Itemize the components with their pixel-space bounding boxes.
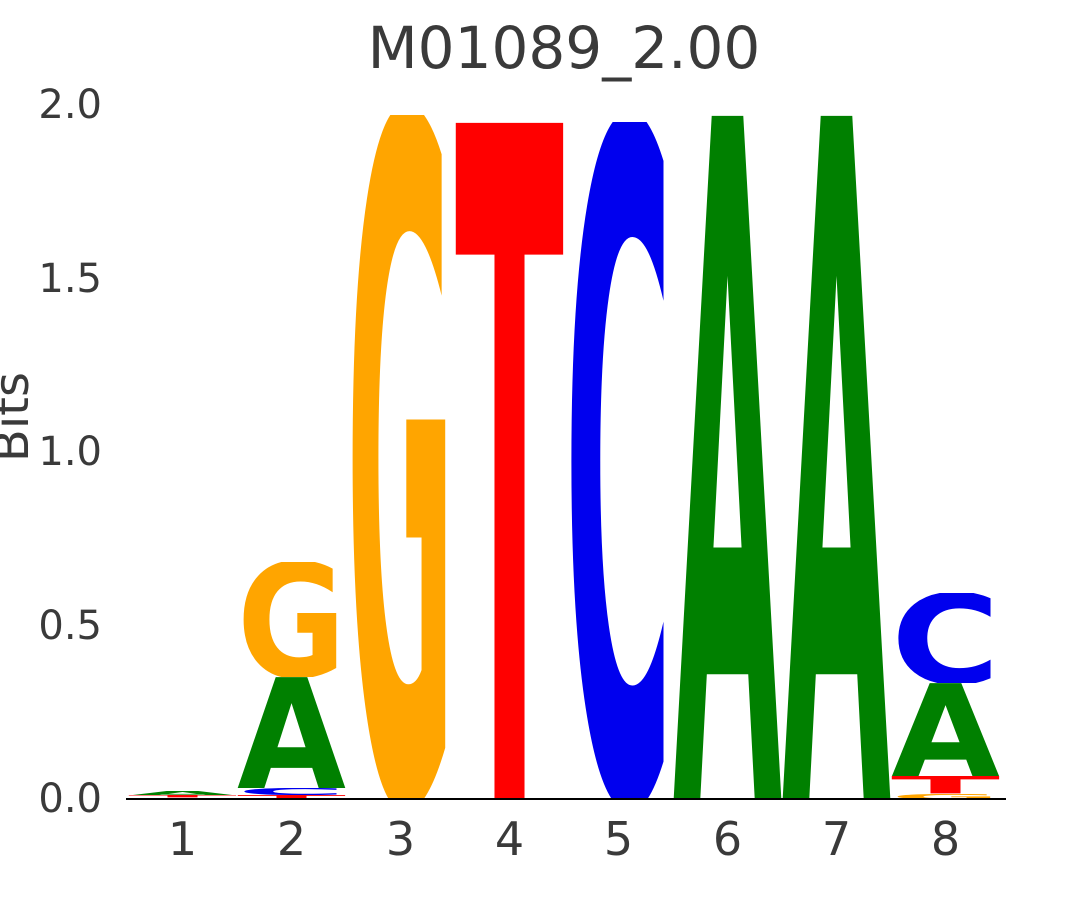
x-tick-label: 4	[494, 812, 525, 866]
x-tick-label: 5	[603, 812, 634, 866]
logo-letter-A: A	[237, 677, 346, 788]
logo-letter-G: G	[891, 794, 1000, 799]
x-tick-label: 6	[712, 812, 743, 866]
logo-letter-A: A	[891, 683, 1000, 777]
logo-letter-G: G	[346, 115, 455, 799]
logo-letter-G: G	[237, 562, 346, 677]
svg-text:T: T	[891, 776, 1000, 793]
x-tick-label: 1	[167, 812, 198, 866]
logo-letter-T: T	[455, 122, 564, 799]
svg-text:C: C	[237, 788, 346, 795]
svg-text:A: A	[891, 683, 1000, 777]
svg-text:A: A	[673, 115, 782, 799]
logo-letter-T: T	[237, 795, 346, 799]
x-tick-label: 8	[930, 812, 961, 866]
svg-text:A: A	[782, 115, 891, 799]
svg-text:T: T	[455, 122, 564, 799]
svg-text:G: G	[891, 794, 1000, 799]
svg-text:C: C	[891, 593, 1000, 683]
logo-letter-A: A	[128, 791, 237, 796]
logo-letter-A: A	[673, 115, 782, 799]
x-tick-label: 2	[276, 812, 307, 866]
logo-letter-C: C	[891, 593, 1000, 683]
y-tick-label: 1.5	[38, 255, 102, 302]
x-tick-label: 7	[821, 812, 852, 866]
chart-title: M01089_2.00	[367, 14, 761, 82]
svg-text:T: T	[237, 795, 346, 799]
svg-text:A: A	[128, 791, 237, 796]
svg-text:G: G	[346, 115, 455, 799]
svg-text:C: C	[564, 122, 673, 799]
svg-text:A: A	[237, 677, 346, 788]
y-tick-label: 2.0	[38, 82, 102, 128]
logo-letter-T: T	[128, 795, 237, 797]
y-tick-label: 1.0	[38, 429, 102, 475]
logo-letter-T: T	[891, 776, 1000, 793]
logo-letter-C: C	[564, 122, 673, 799]
y-tick-label: 0.5	[38, 602, 102, 649]
x-tick-label: 3	[385, 812, 416, 866]
y-tick-label: 0.0	[38, 776, 102, 822]
x-axis-line	[126, 798, 1006, 800]
logo-letter-A: A	[782, 115, 891, 799]
svg-text:G: G	[237, 562, 346, 677]
svg-text:T: T	[128, 795, 237, 797]
logo-letter-C: C	[237, 788, 346, 795]
